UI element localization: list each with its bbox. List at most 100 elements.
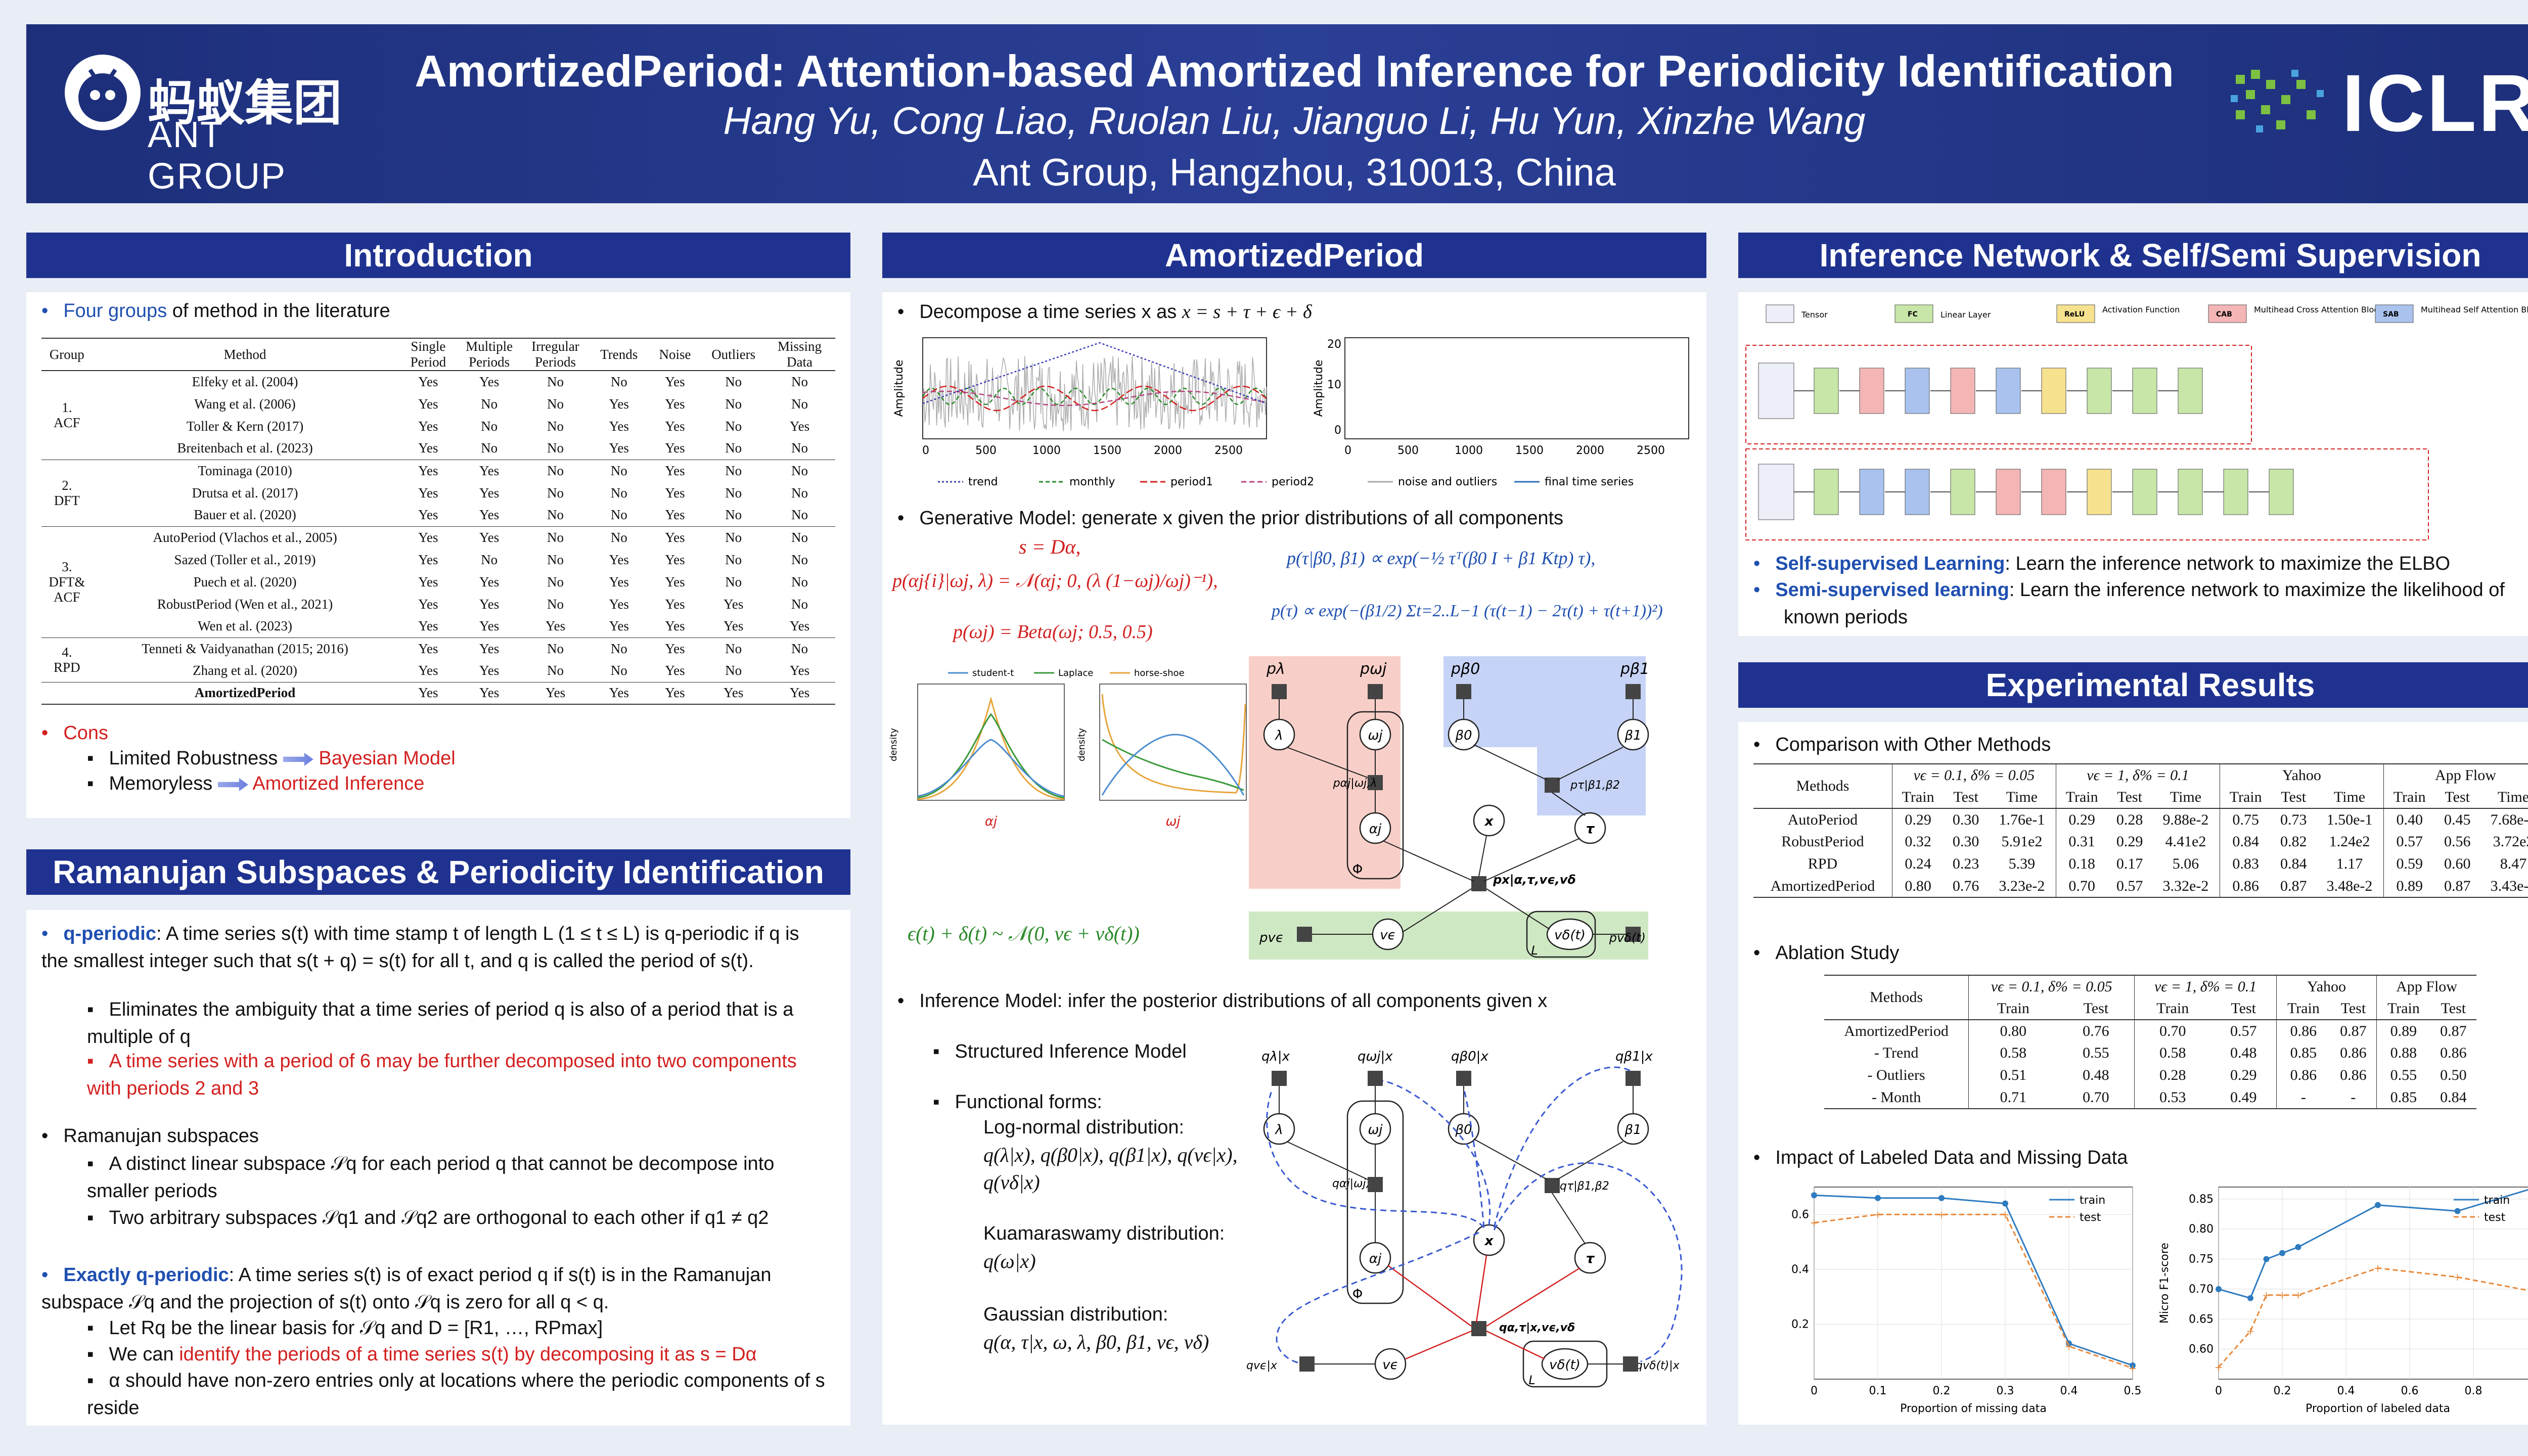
ant-logo-cn: 蚂蚁集团: [148, 76, 342, 130]
chart-missing-data: 0 0.1 0.2 0.3 0.4 0.5 0.2 0.4 0.6 Proportion of m…: [1791, 1187, 2142, 1415]
value-cell: Yes: [724, 596, 744, 612]
subheader-cell: Train: [2219, 786, 2272, 808]
svg-text:10: 10: [1327, 379, 1341, 391]
value-cell: 0.84: [2440, 1088, 2467, 1106]
exact-sub2: ▪ We can identify the periods of a time s…: [87, 1344, 757, 1365]
table-row: 1. ACF Elfeky et al. (2004) Yes Yes No No Yes N…: [41, 371, 835, 430]
value-cell: Yes: [609, 552, 629, 567]
svg-text:ωj: ωj: [1368, 1122, 1383, 1138]
fc-block: [2223, 469, 2248, 515]
iclr-logo: ICLR: [2221, 39, 2528, 166]
node-p-beta0: pβ0: [1451, 660, 1480, 678]
legend-label: test: [2080, 1211, 2101, 1224]
method-cell: Wen et al. (2023): [198, 618, 292, 634]
svg-text:vϵ: vϵ: [1380, 928, 1395, 943]
svg-text:qvδ(t)|x: qvδ(t)|x: [1636, 1359, 1680, 1372]
svg-text:vδ(t): vδ(t): [1549, 1357, 1581, 1373]
data-point: +: [2215, 1361, 2223, 1373]
svg-text:final time series: final time series: [1545, 476, 1634, 488]
value-cell: 4.41e2: [2165, 833, 2206, 850]
svg-text:λ: λ: [1274, 728, 1283, 743]
data-point: +: [2262, 1289, 2271, 1301]
decompose-line: • Decompose a time series x as x = s + τ …: [897, 301, 1312, 323]
value-cell: Yes: [609, 418, 629, 434]
svg-text:1500: 1500: [1093, 444, 1121, 457]
value-cell: 0.31: [2055, 831, 2108, 853]
value-cell: Yes: [609, 685, 629, 701]
value-cell: Yes: [665, 507, 685, 523]
value-cell: Yes: [418, 374, 438, 389]
value-cell: 0.84: [2280, 855, 2307, 872]
gauss-label: Gaussian distribution:: [983, 1304, 1168, 1325]
value-cell: 0.23: [1952, 855, 1979, 872]
th-noise: Noise: [647, 338, 703, 371]
value-cell: Yes: [418, 529, 438, 545]
method-cell: Elfeky et al. (2004): [192, 374, 298, 389]
table-row: Wang et al. (2006) Yes No No Yes Yes No No: [41, 393, 835, 415]
svg-text:Φ: Φ: [1352, 1287, 1363, 1302]
group-cell: 4. RPD: [54, 645, 80, 675]
data-point: +: [2374, 1262, 2382, 1274]
value-cell: Yes: [479, 529, 500, 545]
value-cell: 1.17: [2336, 855, 2363, 872]
value-cell: 0.57: [2383, 831, 2435, 853]
value-cell: 0.80: [1968, 1020, 2058, 1042]
svg-text:1500: 1500: [1515, 444, 1544, 457]
ramanujan-panel: • q-periodic: A time series s(t) with tim…: [26, 910, 850, 1426]
subheader-cell: Test: [2340, 999, 2366, 1017]
value-cell: No: [725, 374, 742, 389]
value-cell: 0.58: [1968, 1042, 2058, 1064]
svg-text:β0: β0: [1455, 728, 1472, 743]
value-cell: No: [725, 641, 742, 656]
node-p-omega: pωj: [1360, 660, 1387, 678]
th-method: Method: [92, 338, 398, 371]
svg-text:FC: FC: [1908, 310, 1918, 318]
value-cell: 0.30: [1952, 811, 1979, 828]
value-cell: 0.29: [2116, 833, 2143, 850]
lognormal-label: Log-normal distribution:: [983, 1117, 1185, 1138]
subspaces-sub2: ▪ Two arbitrary subspaces 𝒮q1 and 𝒮q2 are…: [87, 1207, 769, 1228]
th-multiple: Multiple Periods: [459, 338, 520, 371]
value-cell: No: [791, 507, 808, 523]
data-point: [2216, 1286, 2222, 1292]
value-cell: Yes: [609, 440, 629, 456]
svg-text:β1: β1: [1624, 728, 1641, 743]
x-tick-label: 0.5: [2124, 1385, 2142, 1397]
value-cell: No: [481, 418, 498, 434]
value-cell: 0.76: [1952, 877, 1979, 894]
arrow-right-icon: [217, 778, 248, 791]
subheader-cell: Train: [2055, 786, 2108, 808]
ts-legend: trend monthly period1 period2 noise and …: [938, 476, 1634, 488]
data-point: +: [2294, 1289, 2303, 1301]
svg-text:Amplitude: Amplitude: [1313, 360, 1325, 417]
value-cell: No: [547, 507, 564, 523]
table-row: 3. DFT& ACF AutoPeriod (Vlachos et al., 2…: [41, 526, 835, 605]
data-point: [2263, 1256, 2270, 1262]
ts-left-plot: Amplitude 0 500 1000 1500 2000 2500: [893, 337, 1268, 457]
data-point: +: [1937, 1208, 1946, 1220]
exact-def: • Exactly q-periodic: A time series s(t) …: [41, 1264, 772, 1313]
value-cell: 0.53: [2134, 1086, 2211, 1109]
value-cell: Yes: [418, 618, 438, 634]
section-ramanujan-header: Ramanujan Subspaces & Periodicity Identi…: [26, 849, 850, 895]
value-cell: No: [547, 641, 564, 656]
svg-text:Φ: Φ: [1352, 862, 1363, 877]
method-cell: Bauer et al. (2020): [194, 507, 296, 523]
value-cell: Yes: [665, 618, 685, 634]
value-cell: No: [725, 529, 742, 545]
legend-label: test: [2484, 1211, 2506, 1224]
svg-text:ωj: ωj: [1166, 814, 1181, 829]
impact-title: • Impact of Labeled Data and Missing Data: [1753, 1147, 2128, 1168]
generative-line: • Generative Model: generate x given the …: [897, 508, 1564, 529]
value-cell: No: [610, 507, 627, 523]
value-cell: No: [547, 485, 564, 500]
y-tick-label: 0.75: [2189, 1253, 2214, 1266]
node-p-beta1: pβ1: [1620, 660, 1649, 678]
x-axis-label: Proportion of labeled data: [2306, 1402, 2450, 1415]
subheader-cell: Time: [2006, 788, 2038, 805]
methods-table: Group Method Single Period Multiple Peri…: [41, 338, 835, 705]
value-cell: Yes: [479, 596, 500, 612]
eq-noise: ϵ(t) + δ(t) ~ 𝒩(0, vϵ + vδ(t)): [908, 922, 1140, 945]
section-intro-header: Introduction: [26, 233, 850, 278]
value-cell: 0.73: [2280, 811, 2307, 828]
